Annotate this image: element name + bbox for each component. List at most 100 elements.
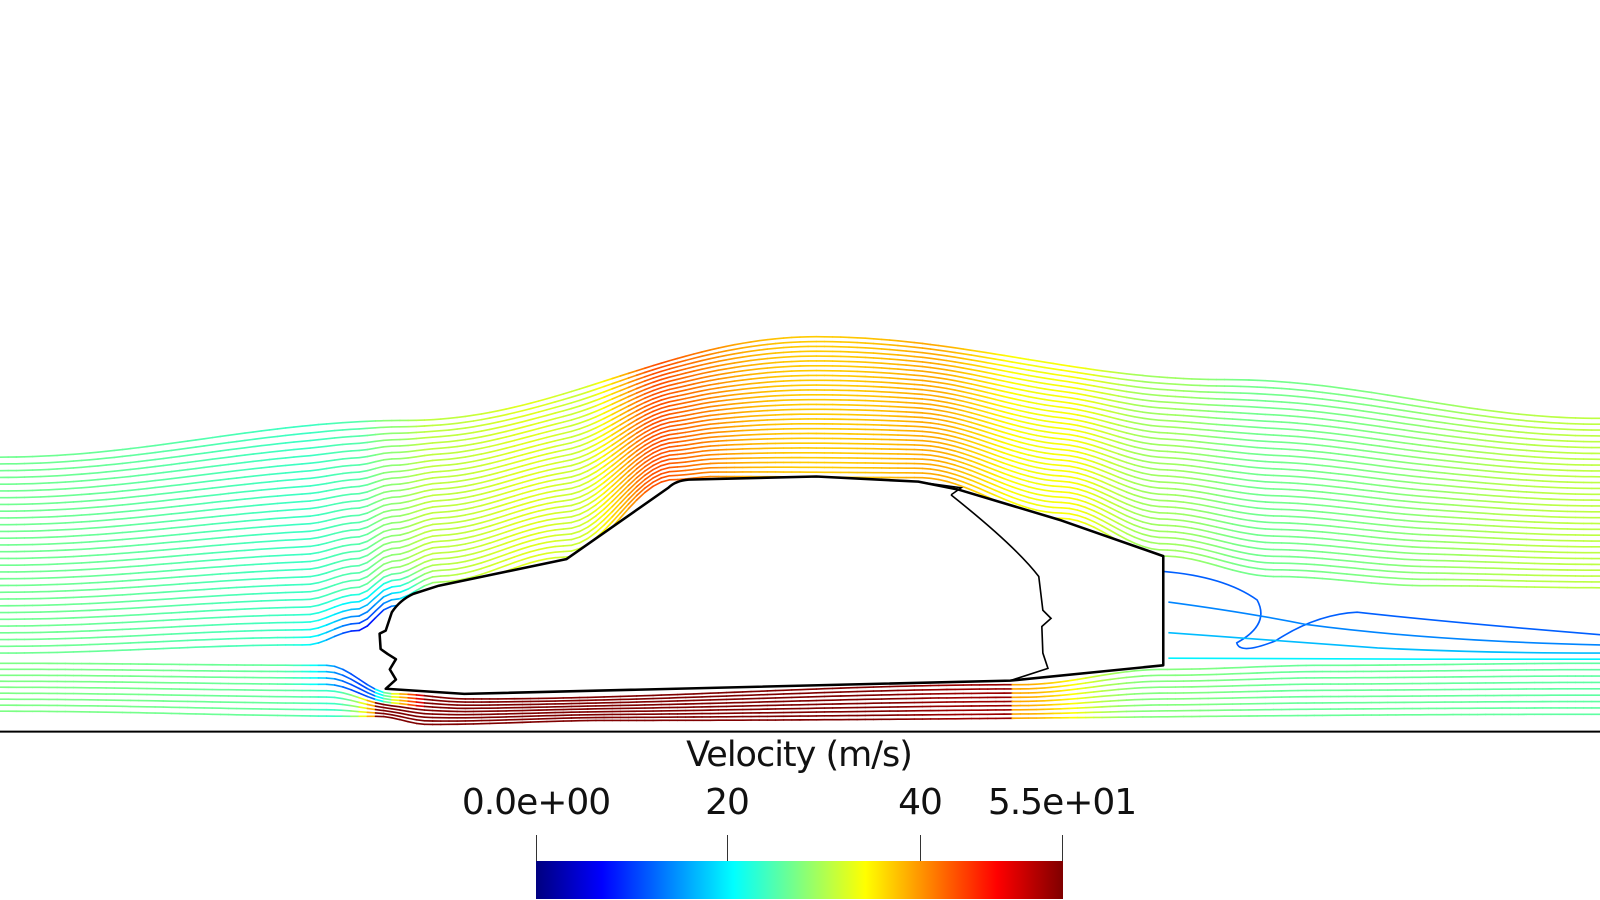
streamline-segment — [1174, 469, 1185, 473]
streamline-segment — [1256, 473, 1267, 476]
streamline-segment — [513, 531, 524, 536]
streamline-segment — [219, 558, 230, 561]
streamline-segment — [1101, 508, 1112, 515]
streamline-segment — [766, 356, 777, 360]
streamline-segment — [717, 367, 728, 372]
streamline-segment — [586, 509, 597, 517]
streamline-segment — [595, 444, 605, 451]
streamline-segment — [497, 553, 507, 559]
streamline-segment — [578, 425, 589, 430]
streamline-segment — [178, 468, 189, 472]
streamline-segment — [701, 458, 712, 461]
streamline-segment — [1174, 506, 1185, 510]
streamline-segment — [1501, 453, 1512, 456]
streamline-segment — [1395, 525, 1405, 528]
streamline-segment — [309, 506, 320, 510]
streamline-segment — [1150, 449, 1160, 452]
streamline-segment — [1150, 412, 1160, 415]
streamline-segment — [1191, 421, 1201, 424]
streamline-segment — [978, 380, 989, 384]
streamline-segment — [1329, 518, 1340, 522]
streamline-segment — [995, 429, 1005, 434]
streamline-segment — [431, 534, 442, 537]
streamline-segment — [431, 476, 442, 479]
streamline-segment — [1329, 492, 1340, 495]
streamline-segment — [162, 597, 173, 601]
streamline-segment — [1386, 576, 1397, 580]
streamline-segment — [1313, 450, 1324, 454]
streamline-segment — [766, 385, 777, 388]
streamline-segment — [260, 547, 271, 551]
streamline-segment — [342, 515, 352, 518]
streamline-segment — [1248, 552, 1258, 556]
streamline-segment — [195, 509, 205, 513]
streamline-segment — [635, 410, 646, 417]
streamline-segment — [1068, 502, 1079, 506]
streamline-segment — [1093, 417, 1103, 422]
streamline-segment — [1525, 479, 1536, 482]
streamline-segment — [644, 423, 654, 429]
streamline-segment — [1444, 447, 1454, 450]
streamline-segment — [562, 527, 573, 530]
streamline-segment — [309, 536, 320, 540]
streamline-segment — [472, 527, 483, 532]
streamline-segment — [513, 498, 524, 503]
streamline-segment — [1370, 575, 1381, 578]
streamline-segment — [1288, 441, 1299, 445]
streamline-segment — [1476, 487, 1487, 490]
streamline-segment — [284, 478, 295, 482]
streamline-segment — [693, 454, 703, 458]
streamline-segment — [488, 545, 499, 550]
streamline-segment — [1117, 499, 1128, 505]
streamline-segment — [260, 488, 271, 491]
streamline-segment — [1044, 468, 1054, 471]
streamline-segment — [635, 423, 646, 430]
streamline-segment — [1370, 444, 1381, 447]
streamline-segment — [1248, 472, 1258, 476]
streamline-segment — [1084, 437, 1095, 442]
streamline-segment — [293, 515, 303, 519]
streamline-segment — [1386, 439, 1397, 443]
streamline-segment — [986, 466, 997, 472]
streamline-segment — [619, 479, 630, 490]
streamline-segment — [701, 414, 712, 418]
streamline-segment — [1468, 443, 1479, 447]
streamline-segment — [1076, 482, 1087, 487]
streamline-segment — [693, 420, 703, 424]
streamline-segment — [186, 482, 197, 485]
streamline-segment — [1476, 512, 1487, 515]
streamline-segment — [1052, 394, 1063, 398]
streamline-segment — [399, 532, 409, 536]
streamline-segment — [1133, 512, 1144, 517]
streamline-segment — [627, 441, 638, 449]
streamline-segment — [1027, 459, 1038, 463]
streamline-segment — [1517, 460, 1528, 464]
streamline-segment — [962, 386, 973, 390]
streamline-segment — [668, 457, 679, 461]
streamline-segment — [1248, 546, 1258, 550]
streamline-segment — [611, 468, 622, 477]
streamline-segment — [464, 564, 475, 569]
streamline-segment — [962, 428, 973, 433]
streamline-segment — [252, 481, 263, 485]
streamline-segment — [570, 496, 581, 501]
streamline-segment — [488, 466, 499, 471]
streamline-segment — [880, 371, 891, 375]
streamline-segment — [276, 524, 287, 527]
streamline-segment — [668, 436, 679, 440]
streamline-segment — [970, 440, 981, 446]
streamline-segment — [635, 474, 646, 483]
streamline-segment — [1288, 428, 1299, 431]
streamline-segment — [1493, 488, 1503, 492]
streamline-segment — [1509, 490, 1520, 493]
streamline-segment — [137, 529, 148, 533]
streamline-segment — [1517, 454, 1528, 458]
streamline-segment — [1476, 475, 1487, 478]
streamline-segment — [684, 417, 695, 421]
streamline-segment — [921, 402, 932, 406]
streamline-segment — [554, 511, 565, 515]
streamline-segment — [1182, 501, 1193, 505]
streamline-segment — [1150, 467, 1160, 471]
streamline-segment — [1084, 421, 1095, 425]
streamline-segment — [733, 365, 744, 369]
